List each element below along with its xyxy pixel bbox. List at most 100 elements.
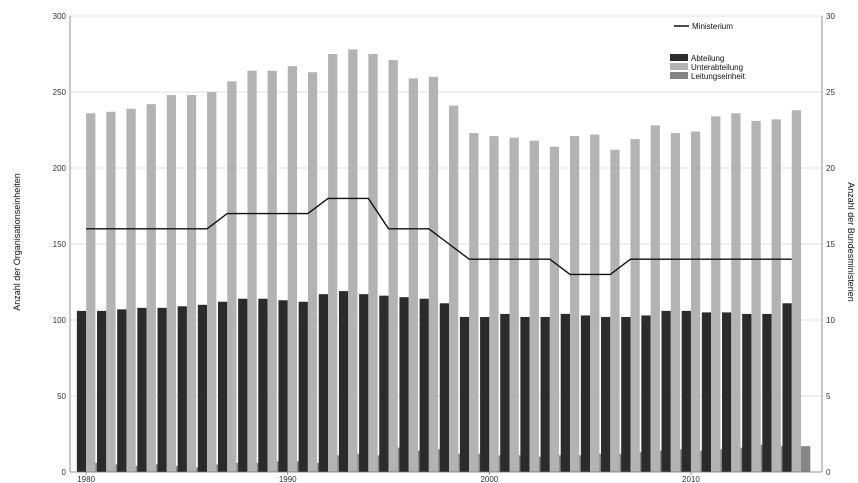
bar-abteilung-1993 — [338, 291, 349, 472]
y-tick-left-300: 300 — [53, 12, 67, 21]
y-axis-right-title: Anzahl der Bundesministerien — [846, 182, 856, 302]
line-marks — [86, 197, 792, 276]
y-tick-right-15: 15 — [826, 240, 835, 249]
bar-unterabteilung-1987 — [227, 81, 237, 473]
bar-abteilung-1987 — [217, 301, 228, 472]
bar-unterabteilung-2010 — [690, 131, 701, 472]
y-tick-right-30: 30 — [826, 12, 835, 21]
bar-abteilung-1983 — [137, 307, 147, 472]
bar-abteilung-1981 — [97, 310, 107, 472]
bar-unterabteilung-1984 — [166, 95, 177, 472]
bar-abteilung-1988 — [238, 298, 248, 472]
bar-unterabteilung-2008 — [650, 125, 660, 472]
bar-abteilung-1985 — [177, 306, 187, 472]
bar-abteilung-1989 — [258, 298, 268, 472]
bar-unterabteilung-1983 — [146, 104, 156, 472]
bar-abteilung-1986 — [197, 304, 208, 472]
bar-abteilung-1982 — [117, 309, 127, 472]
bar-unterabteilung-1986 — [207, 92, 217, 472]
legend-label-abteilung: Abteilung — [691, 54, 724, 63]
bar-unterabteilung-2007 — [630, 139, 640, 472]
bar-leitungseinheit-2015 — [801, 446, 811, 472]
bar-abteilung-2007 — [621, 316, 631, 472]
legend-swatch-leitungseinheit — [670, 72, 688, 79]
bar-unterabteilung-2004 — [569, 136, 580, 472]
bar-unterabteilung-1999 — [469, 133, 479, 473]
bar-marks — [76, 49, 811, 473]
bar-unterabteilung-2005 — [590, 134, 600, 472]
bar-unterabteilung-1993 — [348, 49, 358, 472]
x-tick-1980: 1980 — [77, 475, 95, 483]
bar-abteilung-2010 — [681, 310, 691, 472]
bar-unterabteilung-1998 — [449, 105, 459, 473]
bar-unterabteilung-2015 — [791, 110, 802, 473]
bar-abteilung-1992 — [318, 294, 329, 472]
bar-unterabteilung-2001 — [509, 137, 519, 472]
bar-abteilung-2002 — [520, 316, 530, 472]
y-tick-right-20: 20 — [826, 164, 835, 173]
legend-swatch-abteilung — [670, 54, 688, 61]
bar-abteilung-1999 — [459, 316, 470, 472]
bar-abteilung-2012 — [722, 312, 732, 472]
bar-abteilung-1995 — [379, 295, 389, 472]
bar-unterabteilung-1996 — [408, 78, 418, 472]
bar-unterabteilung-1989 — [267, 70, 277, 472]
y-tick-left-150: 150 — [53, 240, 67, 249]
bar-unterabteilung-2009 — [670, 133, 681, 473]
bar-unterabteilung-2014 — [771, 119, 781, 473]
legend-label-leitungseinheit: Leitungseinheit — [691, 72, 746, 81]
bar-unterabteilung-1997 — [428, 76, 439, 473]
bar-abteilung-1980 — [76, 310, 87, 472]
bar-unterabteilung-1982 — [126, 108, 136, 472]
bar-unterabteilung-1980 — [86, 113, 96, 472]
bar-unterabteilung-1994 — [368, 54, 378, 472]
bar-abteilung-2015 — [782, 303, 792, 472]
bar-abteilung-1991 — [298, 301, 308, 472]
bar-unterabteilung-1991 — [307, 72, 318, 473]
y-tick-left-50: 50 — [57, 392, 66, 401]
bar-abteilung-2013 — [742, 313, 752, 472]
bar-abteilung-1990 — [278, 300, 288, 472]
bar-unterabteilung-1995 — [388, 60, 398, 472]
bar-unterabteilung-2003 — [549, 146, 560, 472]
legend-label-unterabteilung: Unterabteilung — [691, 63, 743, 72]
bar-abteilung-2011 — [701, 312, 712, 472]
bar-abteilung-2003 — [540, 316, 550, 472]
x-tick-2010: 2010 — [682, 475, 700, 483]
bar-abteilung-2004 — [560, 313, 570, 472]
bar-unterabteilung-1992 — [328, 54, 338, 472]
bar-unterabteilung-1990 — [287, 66, 298, 472]
bar-abteilung-1998 — [439, 303, 450, 472]
axes: 0 50 100 150 200 250 300 0 5 10 15 20 25 30 1980 1990 20… — [53, 12, 836, 483]
legend-bar-series: Abteilung Unterabteilung Leitungseinheit — [670, 54, 746, 81]
bar-unterabteilung-2013 — [751, 120, 761, 472]
bar-abteilung-1984 — [157, 307, 167, 472]
bar-unterabteilung-1988 — [247, 70, 257, 472]
legend-ministerium: Ministerium — [674, 22, 733, 31]
legend-label-ministerium: Ministerium — [692, 22, 733, 31]
bar-abteilung-1994 — [359, 294, 369, 472]
y-tick-left-200: 200 — [53, 164, 67, 173]
y-axis-left-title: Anzahl der Organisationseinheiten — [12, 173, 22, 311]
bar-abteilung-2014 — [762, 313, 772, 472]
bar-abteilung-2008 — [641, 315, 651, 472]
bar-unterabteilung-1985 — [186, 95, 197, 472]
bar-abteilung-2000 — [480, 316, 490, 472]
bar-abteilung-1997 — [419, 298, 429, 472]
bar-abteilung-2006 — [601, 316, 611, 472]
bar-unterabteilung-2012 — [731, 113, 741, 472]
legend-swatch-unterabteilung — [670, 63, 688, 70]
y-tick-left-100: 100 — [53, 316, 67, 325]
y-tick-left-250: 250 — [53, 88, 67, 97]
bar-unterabteilung-2002 — [529, 140, 539, 472]
y-tick-right-10: 10 — [826, 316, 835, 325]
bar-abteilung-2001 — [500, 313, 510, 472]
bar-unterabteilung-2000 — [489, 136, 499, 472]
bar-abteilung-2005 — [580, 315, 591, 472]
bar-abteilung-1996 — [399, 297, 409, 472]
y-tick-right-25: 25 — [826, 88, 835, 97]
bar-unterabteilung-2011 — [711, 116, 721, 472]
series-line-ministerium — [86, 197, 792, 276]
bar-abteilung-2009 — [661, 310, 671, 472]
